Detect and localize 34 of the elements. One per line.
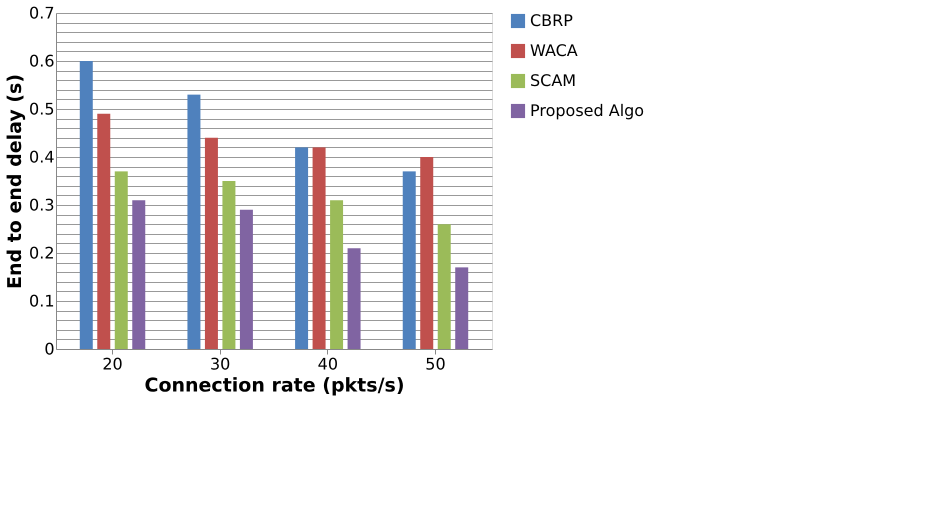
bar xyxy=(455,267,468,349)
bar xyxy=(222,181,236,349)
bar xyxy=(114,171,128,349)
legend-label: Proposed Algo xyxy=(530,101,644,120)
y-tick-label: 0.6 xyxy=(29,52,54,70)
bar xyxy=(204,138,218,349)
x-tick-label: 50 xyxy=(425,354,446,374)
x-axis-title: Connection rate (pkts/s) xyxy=(144,374,405,396)
bar xyxy=(80,61,93,349)
y-tick-label: 0.4 xyxy=(29,148,54,166)
y-tick-label: 0.5 xyxy=(29,100,54,118)
bar xyxy=(240,210,253,349)
y-axis-title: End to end delay (s) xyxy=(4,74,26,290)
bar xyxy=(330,200,344,349)
legend-label: SCAM xyxy=(530,71,576,90)
legend-label: CBRP xyxy=(530,11,574,30)
x-tick-label: 20 xyxy=(102,354,123,374)
y-tick-label: 0.3 xyxy=(29,196,54,214)
bar xyxy=(420,157,434,349)
bar xyxy=(295,147,308,349)
bar xyxy=(402,171,416,349)
y-tick-label: 0.2 xyxy=(29,244,54,262)
bar xyxy=(348,248,361,349)
y-tick-label: 0.1 xyxy=(29,292,54,310)
bar xyxy=(97,114,110,349)
bar xyxy=(132,200,146,349)
bar xyxy=(312,147,326,349)
bar xyxy=(187,94,200,349)
x-tick-label: 30 xyxy=(210,354,230,374)
legend-label: WACA xyxy=(530,41,578,60)
x-tick-label: 40 xyxy=(318,354,338,374)
y-tick-label: 0.7 xyxy=(29,4,54,22)
bar xyxy=(438,224,451,349)
y-tick-label: 0 xyxy=(44,340,54,358)
